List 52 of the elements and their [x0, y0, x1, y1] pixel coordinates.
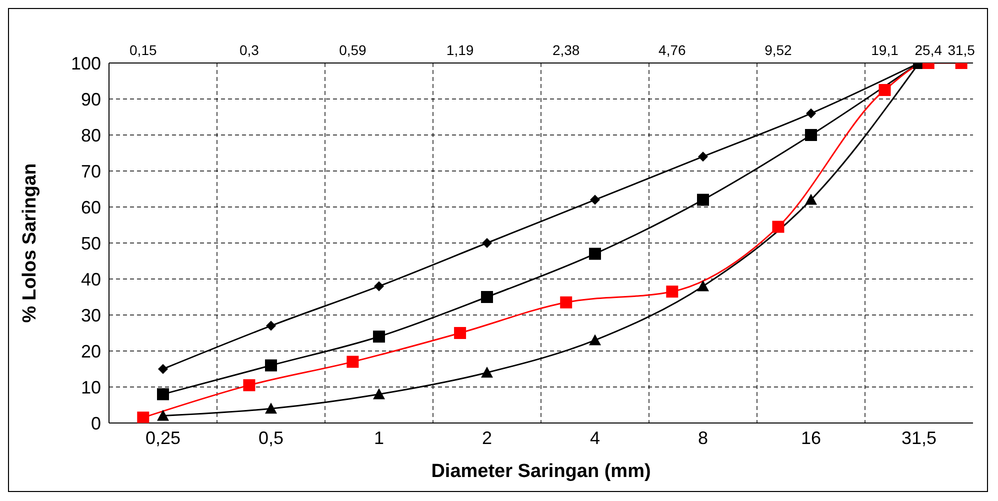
- y-tick-label: 70: [80, 161, 101, 182]
- x-tick-label: 4: [590, 428, 600, 448]
- x2-tick-label: 1,19: [446, 42, 474, 58]
- x2-tick-label: 0,59: [339, 42, 367, 58]
- y-tick-label: 100: [70, 53, 101, 74]
- point: [266, 320, 276, 331]
- x-tick-label: 16: [800, 428, 822, 448]
- point: [805, 129, 817, 141]
- point: [374, 281, 384, 292]
- y-tick-label: 20: [80, 341, 101, 362]
- point: [481, 291, 493, 303]
- point: [373, 388, 385, 400]
- y-tick-label: 50: [80, 233, 101, 254]
- x-tick-label: 0,25: [145, 428, 181, 448]
- point: [157, 410, 169, 421]
- y-tick-label: 90: [80, 89, 101, 110]
- point: [805, 194, 817, 205]
- x-axis-title: Diameter Saringan (mm): [431, 461, 651, 482]
- point: [158, 364, 168, 374]
- y-tick-label: 60: [80, 197, 101, 218]
- point: [806, 108, 816, 118]
- y-tick-label: 30: [80, 305, 101, 326]
- x-tick-label: 1: [374, 428, 384, 448]
- x2-tick-label: 0,15: [130, 42, 157, 58]
- y-tick-label: 40: [80, 269, 101, 290]
- x2-tick-label: 31,5: [948, 42, 976, 58]
- x2-tick-label: 2,38: [552, 42, 580, 58]
- x-tick-label: 2: [482, 428, 492, 448]
- point: [157, 388, 169, 400]
- point: [589, 248, 601, 260]
- y-tick-label: 10: [80, 377, 101, 398]
- point: [265, 359, 277, 372]
- x2-tick-label: 25,4: [914, 42, 942, 58]
- x2-tick-label: 9,52: [764, 42, 792, 58]
- point: [589, 334, 601, 346]
- point: [373, 330, 385, 343]
- point: [697, 280, 709, 292]
- point: [697, 194, 709, 206]
- x2-tick-label: 4,76: [658, 42, 686, 58]
- point: [482, 238, 492, 248]
- point: [265, 402, 277, 414]
- point: [698, 152, 708, 162]
- y-tick-label: 80: [80, 125, 101, 146]
- x-tick-label: 0,5: [258, 428, 284, 448]
- point: [481, 366, 493, 378]
- x2-tick-label: 0,3: [239, 42, 260, 58]
- x-tick-label: 8: [698, 428, 708, 448]
- point: [590, 194, 600, 205]
- x-tick-label: 31,5: [901, 428, 937, 448]
- y-tick-label: 0: [90, 413, 101, 434]
- x2-tick-label: 19,1: [871, 42, 899, 58]
- y-axis-title: % Lolos Saringan: [20, 163, 41, 323]
